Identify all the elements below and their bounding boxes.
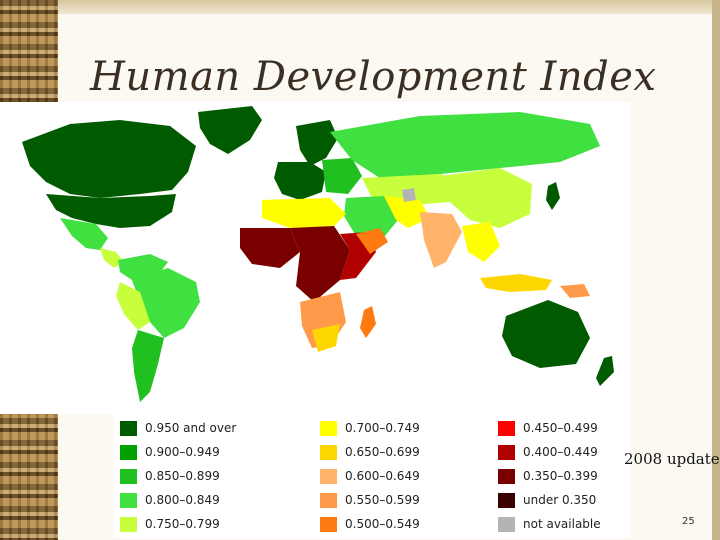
frame-right (712, 0, 720, 540)
region-new-zealand (596, 356, 614, 386)
legend-label: 0.550–0.599 (345, 493, 420, 507)
legend-swatch (320, 420, 337, 436)
region-north-africa (262, 198, 346, 228)
legend-entry: 0.450–0.499 (498, 416, 601, 440)
region-mexico (60, 218, 108, 250)
region-argentina-chile (132, 330, 164, 402)
region-indonesia (480, 274, 552, 292)
region-madagascar (360, 306, 376, 338)
region-west-africa (240, 228, 300, 268)
legend-swatch (498, 420, 515, 436)
legend-swatch (320, 468, 337, 484)
legend-label: not available (523, 517, 601, 531)
legend-entry: 0.500–0.549 (320, 512, 420, 536)
region-middle-east (344, 196, 398, 242)
legend-swatch (120, 420, 137, 436)
legend-entry: not available (498, 512, 601, 536)
legend-column-2: 0.700–0.749 0.650–0.699 0.600–0.649 0.55… (320, 416, 420, 536)
legend-entry: 0.950 and over (120, 416, 236, 440)
legend-entry: 0.350–0.399 (498, 464, 601, 488)
legend-entry: 0.550–0.599 (320, 488, 420, 512)
legend-label: 0.950 and over (145, 421, 237, 435)
region-japan (546, 182, 560, 210)
legend-entry: 0.650–0.699 (320, 440, 420, 464)
region-united-states (46, 194, 176, 228)
legend-swatch (120, 492, 137, 508)
legend-label: 0.800–0.849 (145, 493, 220, 507)
legend-label: 0.750–0.799 (145, 517, 220, 531)
legend-column-3: 0.450–0.499 0.400–0.449 0.350–0.399 unde… (498, 416, 601, 536)
legend-label: 0.400–0.449 (523, 445, 598, 459)
legend-entry: 0.750–0.799 (120, 512, 236, 536)
region-scandinavia (296, 120, 338, 166)
legend-entry: 0.850–0.899 (120, 464, 236, 488)
region-china (440, 168, 532, 228)
legend-label: 0.600–0.649 (345, 469, 420, 483)
legend-label: 0.700–0.749 (345, 421, 420, 435)
region-not-available (402, 188, 416, 202)
region-central-africa (290, 226, 350, 302)
region-south-africa (312, 324, 340, 352)
legend-swatch (320, 444, 337, 460)
region-western-europe (274, 162, 326, 200)
legend-label: under 0.350 (523, 493, 597, 507)
legend-label: 0.450–0.499 (523, 421, 598, 435)
region-india (420, 212, 462, 268)
legend-swatch (320, 516, 337, 532)
legend-label: 0.350–0.399 (523, 469, 598, 483)
region-southeast-asia (462, 222, 500, 262)
legend-entry: 0.900–0.949 (120, 440, 236, 464)
region-eastern-europe (322, 158, 362, 194)
legend-swatch (120, 468, 137, 484)
legend-label: 0.650–0.699 (345, 445, 420, 459)
world-map (0, 102, 630, 414)
region-russia (330, 112, 600, 178)
legend-swatch (498, 492, 515, 508)
legend-label: 0.900–0.949 (145, 445, 220, 459)
legend-entry: 0.800–0.849 (120, 488, 236, 512)
legend-entry: 0.700–0.749 (320, 416, 420, 440)
region-iran-afghanistan (384, 196, 430, 228)
region-australia (502, 300, 590, 368)
legend-swatch (498, 516, 515, 532)
legend-swatch (120, 444, 137, 460)
region-papua (560, 284, 590, 298)
legend-entry: under 0.350 (498, 488, 601, 512)
update-note: 2008 update (624, 450, 720, 468)
legend-swatch (498, 468, 515, 484)
region-greenland (198, 106, 262, 154)
frame-top (58, 0, 712, 14)
legend-entry: 0.600–0.649 (320, 464, 420, 488)
legend-label: 0.500–0.549 (345, 517, 420, 531)
region-brazil (132, 268, 200, 338)
region-central-america (100, 248, 124, 268)
page-number: 25 (682, 516, 695, 527)
world-map-svg (22, 106, 614, 402)
legend-column-1: 0.950 and over 0.900–0.949 0.850–0.899 0… (120, 416, 236, 536)
region-horn-africa (356, 228, 388, 254)
region-peru-bolivia (116, 282, 150, 330)
legend-swatch (498, 444, 515, 460)
region-canada (22, 120, 196, 198)
legend-label: 0.850–0.899 (145, 469, 220, 483)
map-legend: 0.950 and over 0.900–0.949 0.850–0.899 0… (114, 410, 630, 538)
slide-title: Human Development Index (90, 54, 657, 100)
legend-swatch (120, 516, 137, 532)
legend-entry: 0.400–0.449 (498, 440, 601, 464)
legend-swatch (320, 492, 337, 508)
